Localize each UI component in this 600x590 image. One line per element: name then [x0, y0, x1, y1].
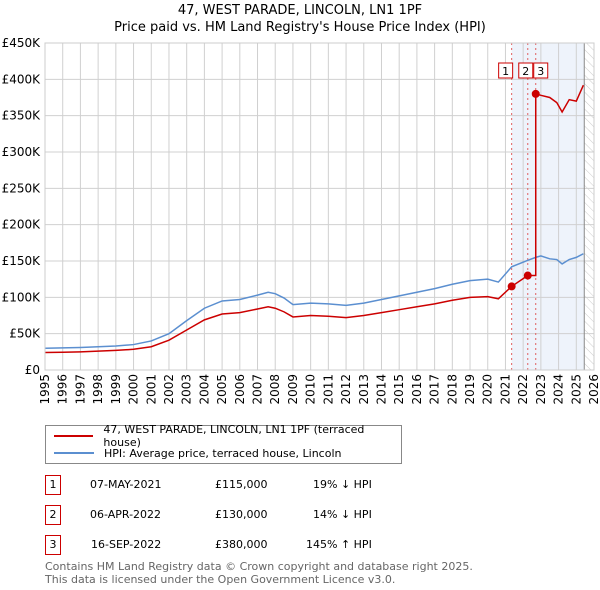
sale-marker-box [518, 62, 534, 79]
y-tick-label: £0 [25, 363, 40, 377]
x-tick-label: 2017 [428, 374, 442, 405]
legend-label: HPI: Average price, terraced house, Linc… [104, 446, 342, 460]
x-tick-label: 1999 [109, 374, 123, 405]
x-tick-label: 2002 [162, 374, 176, 405]
sale-price: £130,000 [215, 508, 268, 521]
x-tick-label: 1998 [91, 374, 105, 405]
sale-point [523, 271, 532, 280]
x-tick-label: 2012 [339, 374, 353, 405]
x-tick-label: 2015 [392, 374, 406, 405]
sale-period-shading [511, 43, 585, 370]
x-tick-label: 1995 [38, 374, 52, 405]
hpi-line [44, 253, 584, 349]
y-tick-label: £50K [9, 327, 41, 341]
x-tick-label: 2003 [180, 374, 194, 405]
x-tick-label: 2013 [357, 374, 371, 405]
x-tick-label: 2004 [197, 374, 211, 405]
chart-subtitle: Price paid vs. HM Land Registry's House … [114, 20, 486, 35]
sale-hpi-diff: 145% ↑ HPI [306, 538, 372, 551]
sale-price: £380,000 [215, 538, 268, 551]
x-tick-label: 2016 [410, 374, 424, 405]
property-price-line [44, 84, 585, 354]
sale-row: 3 16-SEP-2022 £380,000 145% ↑ HPI [45, 535, 445, 555]
legend-label: 47, WEST PARADE, LINCOLN, LN1 1PF (terra… [103, 423, 365, 449]
x-tick-label: 2000 [127, 374, 141, 405]
y-tick-label: £350K [2, 109, 42, 123]
sale-row: 2 06-APR-2022 £130,000 14% ↓ HPI [45, 505, 445, 525]
sale-date: 07-MAY-2021 [90, 478, 162, 491]
x-tick-label: 2008 [268, 374, 282, 405]
y-tick-label: £200K [2, 218, 42, 232]
x-tick-label: 2011 [321, 374, 335, 405]
footer-copyright: Contains HM Land Registry data © Crown c… [45, 560, 473, 573]
x-tick-label: 2023 [534, 374, 548, 405]
forecast-hatch [584, 43, 594, 370]
x-tick-label: 2026 [587, 374, 600, 405]
y-tick-label: £400K [2, 72, 42, 86]
sale-price: £115,000 [215, 478, 268, 491]
sale-marker-label: 2 [522, 65, 529, 78]
sale-marker-label: 1 [502, 65, 509, 78]
y-tick-label: £250K [2, 181, 42, 195]
x-tick-label: 2001 [144, 374, 158, 405]
sale-marker-box [533, 62, 549, 79]
legend-item-property: 47, WEST PARADE, LINCOLN, LN1 1PF (terra… [54, 423, 401, 449]
x-tick-label: 2020 [481, 374, 495, 405]
sale-hpi-diff: 14% ↓ HPI [313, 508, 372, 521]
x-tick-label: 2010 [304, 374, 318, 405]
x-tick-label: 2007 [251, 374, 265, 405]
chart-title: 47, WEST PARADE, LINCOLN, LN1 1PF [177, 3, 423, 18]
sale-marker-badge: 2 [45, 505, 61, 525]
legend: 47, WEST PARADE, LINCOLN, LN1 1PF (terra… [45, 423, 402, 464]
legend-swatch [54, 435, 94, 437]
x-tick-label: 1996 [56, 374, 70, 405]
footer-licence: This data is licensed under the Open Gov… [45, 573, 396, 586]
plot-frame [44, 42, 595, 371]
sale-point [507, 282, 516, 291]
legend-swatch [54, 452, 94, 454]
x-tick-label: 2019 [463, 374, 477, 405]
sale-point [531, 89, 540, 98]
x-tick-label: 2024 [552, 374, 566, 405]
sale-date: 16-SEP-2022 [91, 538, 162, 551]
y-tick-label: £300K [2, 145, 42, 159]
sale-marker-box [498, 62, 514, 79]
x-tick-label: 2014 [374, 374, 388, 405]
sale-marker-badge: 1 [45, 475, 61, 495]
legend-item-hpi: HPI: Average price, terraced house, Linc… [54, 446, 341, 460]
y-tick-label: £150K [2, 254, 42, 268]
sale-hpi-diff: 19% ↓ HPI [313, 478, 372, 491]
x-tick-label: 2021 [498, 374, 512, 405]
sale-row: 1 07-MAY-2021 £115,000 19% ↓ HPI [45, 475, 445, 495]
sale-marker-label: 3 [537, 65, 544, 78]
footer: Contains HM Land Registry data © Crown c… [45, 560, 473, 586]
x-tick-label: 2025 [569, 374, 583, 405]
sale-marker-badge: 3 [45, 535, 61, 555]
x-tick-label: 2009 [286, 374, 300, 405]
x-tick-label: 2018 [445, 374, 459, 405]
plot-area: 1995 1996 1997 1998 1999 2000 2001 2002 2003 2004… [2, 36, 600, 405]
x-tick-label: 2005 [215, 374, 229, 405]
x-tick-label: 2006 [233, 374, 247, 405]
x-tick-label: 1997 [73, 374, 87, 405]
y-tick-label: £100K [2, 290, 42, 304]
x-tick-label: 2022 [516, 374, 530, 405]
sale-date: 06-APR-2022 [90, 508, 162, 521]
y-tick-label: £450K [2, 36, 42, 50]
